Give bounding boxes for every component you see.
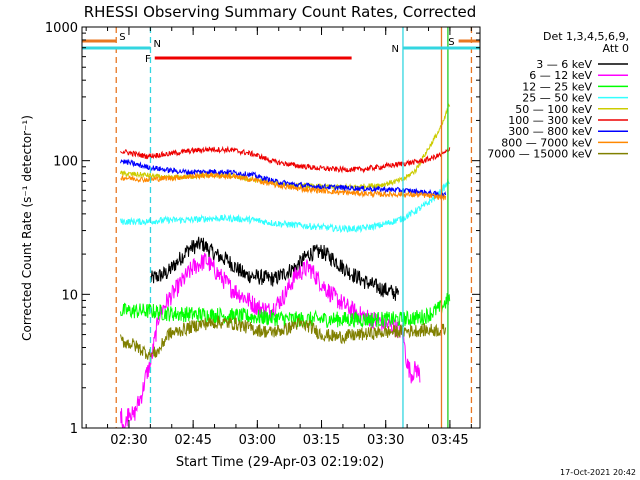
legend-label-6: 100 — 300 keV [508, 114, 592, 127]
flag-label-n: N [153, 39, 160, 50]
series-line-9 [120, 315, 447, 362]
legend-label-1: 3 — 6 keV [536, 58, 592, 71]
flag-label-s: S [119, 32, 125, 43]
series-line-7 [120, 158, 447, 199]
timestamp: 17-Oct-2021 20:42 [560, 468, 636, 477]
legend-label-8: 800 — 7000 keV [501, 136, 592, 149]
x-tick-label: 03:15 [303, 433, 340, 448]
series-line-8 [120, 172, 447, 202]
flag-label-f: F [145, 54, 151, 65]
legend-header-line-2: Att 0 [603, 42, 629, 55]
legend-label-3: 12 — 25 keV [522, 80, 592, 93]
y-tick-label: 10 [61, 288, 78, 303]
x-tick-label: 03:45 [431, 433, 468, 448]
series-line-4 [120, 178, 451, 234]
x-tick-label: 03:30 [367, 433, 404, 448]
plot-frame [81, 26, 481, 429]
chart-title: RHESSI Observing Summary Count Rates, Co… [84, 3, 477, 21]
legend-label-5: 50 — 100 keV [515, 103, 592, 116]
legend-label-2: 6 — 12 keV [529, 69, 592, 82]
flag-label-s: S [448, 37, 454, 48]
y-tick-label: 100 [53, 155, 78, 170]
x-tick-label: 02:45 [174, 433, 211, 448]
flag-label-n: N [391, 44, 398, 55]
y-tick-label: 1000 [45, 21, 78, 36]
series-line-3 [120, 293, 451, 329]
legend-label-9: 7000 — 15000 keV [487, 148, 592, 161]
x-tick-label: 03:00 [239, 433, 276, 448]
y-axis-label: Corrected Count Rate (s⁻¹ detector⁻¹) [20, 115, 34, 341]
series-line-6 [120, 145, 451, 174]
y-tick-label: 1 [70, 422, 78, 437]
plot-area: S N N S F 1 10 100 1000 02:30 02:45 03:00 03:15 03:30… [45, 21, 481, 448]
legend-label-4: 25 — 50 keV [522, 92, 592, 105]
series-line-1 [150, 236, 399, 301]
x-tick-label: 02:30 [110, 433, 147, 448]
legend-label-7: 300 — 800 keV [508, 125, 592, 138]
series-line-2 [120, 252, 421, 429]
legend-header-line-1: Det 1,3,4,5,6,9, [543, 30, 629, 43]
x-axis-label: Start Time (29-Apr-03 02:19:02) [176, 455, 384, 470]
